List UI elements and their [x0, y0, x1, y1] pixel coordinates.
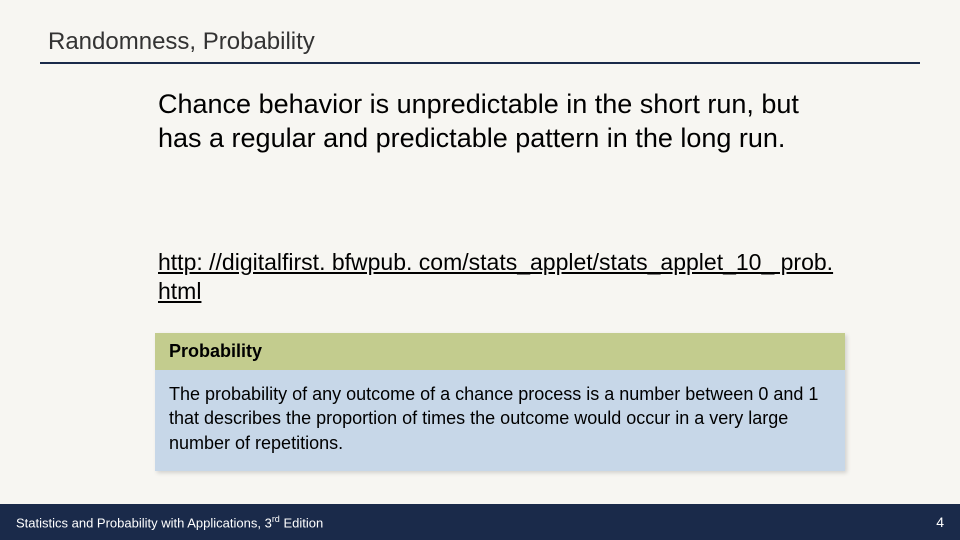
- slide: Randomness, Probability Chance behavior …: [0, 0, 960, 540]
- footer-title-suffix: Edition: [280, 515, 323, 530]
- definition-body: The probability of any outcome of a chan…: [155, 370, 845, 471]
- footer-bar: Statistics and Probability with Applicat…: [0, 504, 960, 540]
- footer-page-number: 4: [936, 514, 944, 530]
- definition-header: Probability: [155, 333, 845, 370]
- slide-title: Randomness, Probability: [40, 28, 920, 64]
- footer-title-prefix: Statistics and Probability with Applicat…: [16, 515, 272, 530]
- footer-book-title: Statistics and Probability with Applicat…: [16, 514, 323, 530]
- body-paragraph: Chance behavior is unpredictable in the …: [158, 88, 818, 156]
- applet-link[interactable]: http: //digitalfirst. bfwpub. com/stats_…: [158, 248, 838, 306]
- footer-title-sup: rd: [272, 514, 280, 524]
- definition-box: Probability The probability of any outco…: [155, 333, 845, 471]
